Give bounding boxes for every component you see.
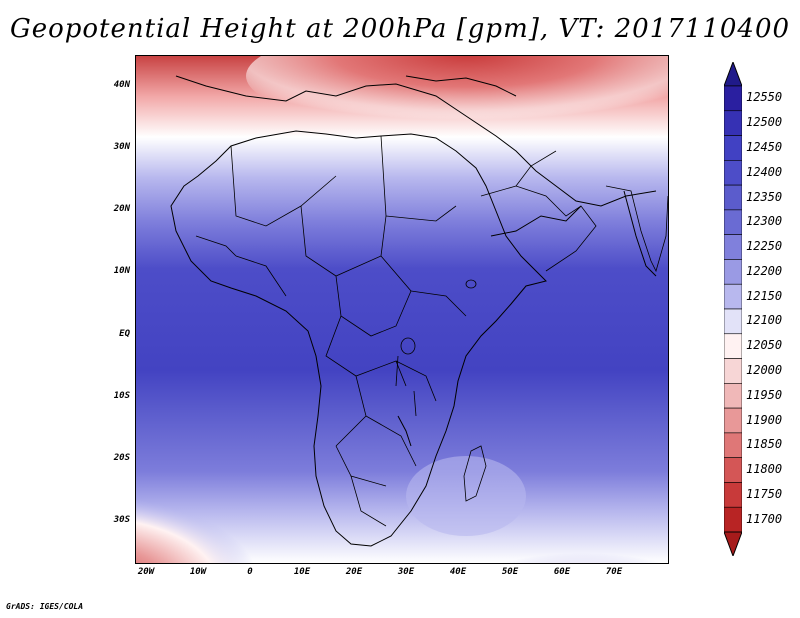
colorbar-cell (724, 383, 742, 409)
colorbar-cell (724, 457, 742, 483)
colorbar-bottom-arrow (724, 531, 742, 556)
colorbar-level-label: 11800 (746, 462, 783, 477)
madagascar (463, 445, 487, 502)
arabian-peninsula (480, 150, 597, 272)
colorbar-cell (724, 110, 742, 136)
colorbar-cell (724, 283, 742, 310)
colorbar-level-label: 11750 (746, 486, 783, 501)
lon-label-30e: 30E (397, 567, 415, 577)
lon-label-60e: 60E (553, 567, 571, 577)
colorbar-level-label: 12300 (746, 214, 783, 229)
colorbar-level-label: 12350 (746, 189, 783, 204)
lat-label-30n: 30N (113, 142, 130, 152)
lon-label-10e: 10E (293, 567, 311, 577)
colorbar-cells (724, 85, 742, 533)
colorbar-top-arrow (724, 62, 742, 87)
colorbar-cell (724, 259, 742, 285)
lon-label-0: 0 (247, 567, 253, 577)
colorbar-cell (724, 482, 742, 508)
lon-label-70e: 70E (605, 567, 623, 577)
colorbar-cell (724, 407, 742, 434)
grads-credit: GrADS: IGES/COLA (6, 602, 84, 611)
lat-label-30s: 30S (113, 515, 130, 525)
colorbar-cell (724, 333, 742, 359)
lon-label-20e: 20E (345, 567, 363, 577)
colorbar-level-label: 12050 (746, 338, 783, 353)
india-coast (605, 185, 668, 273)
colorbar-level-label: 12500 (746, 115, 783, 130)
colorbar-cell (724, 85, 742, 112)
colorbar-level-label: 12100 (746, 313, 783, 328)
colorbar-cell (724, 432, 742, 458)
lat-label-10s: 10S (113, 391, 130, 401)
lon-label-10w: 10W (189, 567, 207, 577)
great-lakes (395, 279, 477, 417)
lat-label-20s: 20S (113, 453, 130, 463)
colorbar-cell (724, 160, 742, 186)
low-height-north-anomaly (246, 56, 668, 131)
colorbar-cell (724, 358, 742, 384)
colorbar-cell (724, 308, 742, 335)
colorbar-cell (724, 506, 742, 533)
colorbar-cell (724, 135, 742, 161)
colorbar-level-label: 11700 (746, 511, 783, 526)
colorbar-level-label: 12400 (746, 164, 783, 179)
lat-label-40n: 40N (113, 80, 130, 90)
lat-label-eq: EQ (119, 329, 130, 339)
colorbar-level-label: 11850 (746, 437, 783, 452)
map-canvas (136, 56, 668, 563)
colorbar (724, 62, 742, 556)
lat-label-20n: 20N (113, 204, 130, 214)
low-height-southwest-anomaly (136, 451, 316, 563)
geopotential-height-map (135, 55, 669, 564)
lat-label-10n: 10N (113, 266, 130, 276)
colorbar-level-label: 11950 (746, 387, 783, 402)
colorbar-level-label: 12450 (746, 139, 783, 154)
colorbar-level-label: 12150 (746, 288, 783, 303)
lon-label-50e: 50E (501, 567, 519, 577)
colorbar-level-label: 12250 (746, 239, 783, 254)
lon-label-40e: 40E (449, 567, 467, 577)
colorbar-level-label: 11900 (746, 412, 783, 427)
colorbar-level-label: 12550 (746, 90, 783, 105)
colorbar-cell (724, 184, 742, 211)
lon-label-20w: 20W (137, 567, 155, 577)
colorbar-cell (724, 209, 742, 235)
country-borders (195, 135, 467, 527)
colorbar-level-label: 12000 (746, 362, 783, 377)
map-title: Geopotential Height at 200hPa [gpm], VT:… (9, 14, 791, 44)
colorbar-level-label: 12200 (746, 263, 783, 278)
colorbar-cell (724, 234, 742, 260)
